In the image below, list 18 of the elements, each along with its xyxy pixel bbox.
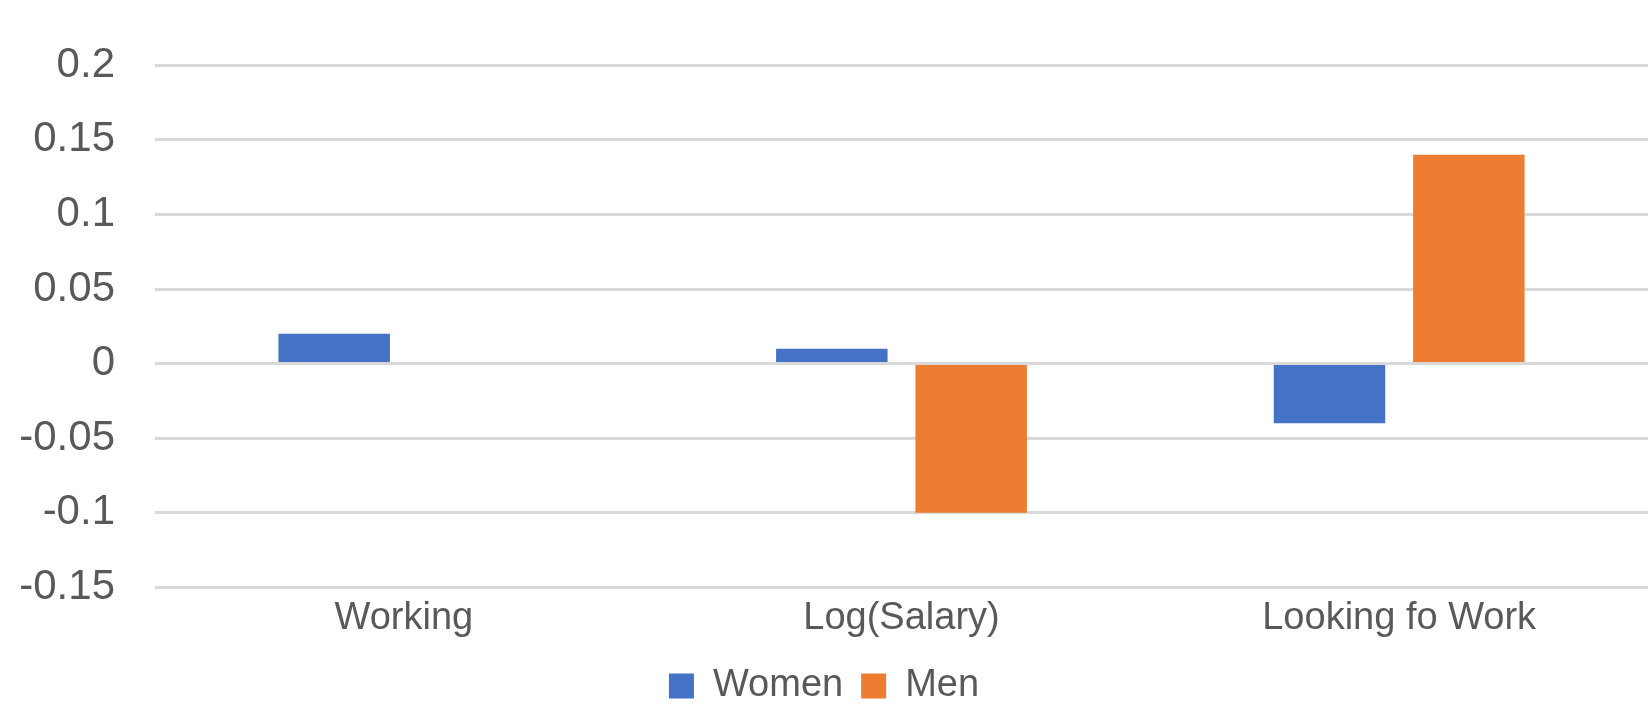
bar — [1273, 365, 1386, 424]
x-tick-label: Log(Salary) — [803, 594, 1000, 637]
y-tick-label: 0 — [91, 337, 115, 385]
bar — [1413, 154, 1525, 363]
y-tick-label: -0.1 — [42, 486, 115, 534]
y-tick-label: 0.05 — [33, 262, 115, 310]
y-tick-label: 0.1 — [56, 187, 115, 235]
bar — [278, 333, 390, 363]
x-tick-label: Working — [334, 594, 474, 637]
bar — [776, 348, 888, 363]
y-tick-label: 0.15 — [33, 113, 115, 161]
x-tick-label: Looking fo Work — [1262, 594, 1538, 637]
legend-label: Men — [905, 662, 980, 705]
legend-label: Women — [712, 662, 844, 705]
y-tick-label: 0.2 — [56, 38, 115, 86]
y-tick-label: -0.15 — [19, 560, 115, 608]
y-tick-label: -0.05 — [19, 411, 115, 459]
bar — [915, 365, 1027, 513]
